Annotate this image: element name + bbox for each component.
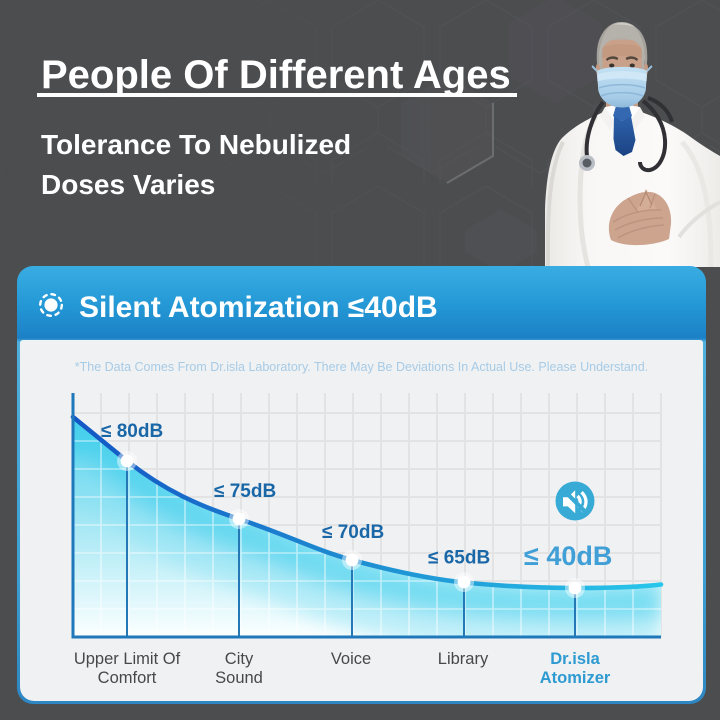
svg-text:≤ 40dB: ≤ 40dB	[524, 541, 612, 571]
svg-text:≤ 70dB: ≤ 70dB	[322, 522, 384, 543]
svg-text:≤ 80dB: ≤ 80dB	[101, 421, 163, 442]
svg-text:≤ 75dB: ≤ 75dB	[214, 481, 276, 502]
svg-text:≤ 65dB: ≤ 65dB	[428, 548, 490, 569]
